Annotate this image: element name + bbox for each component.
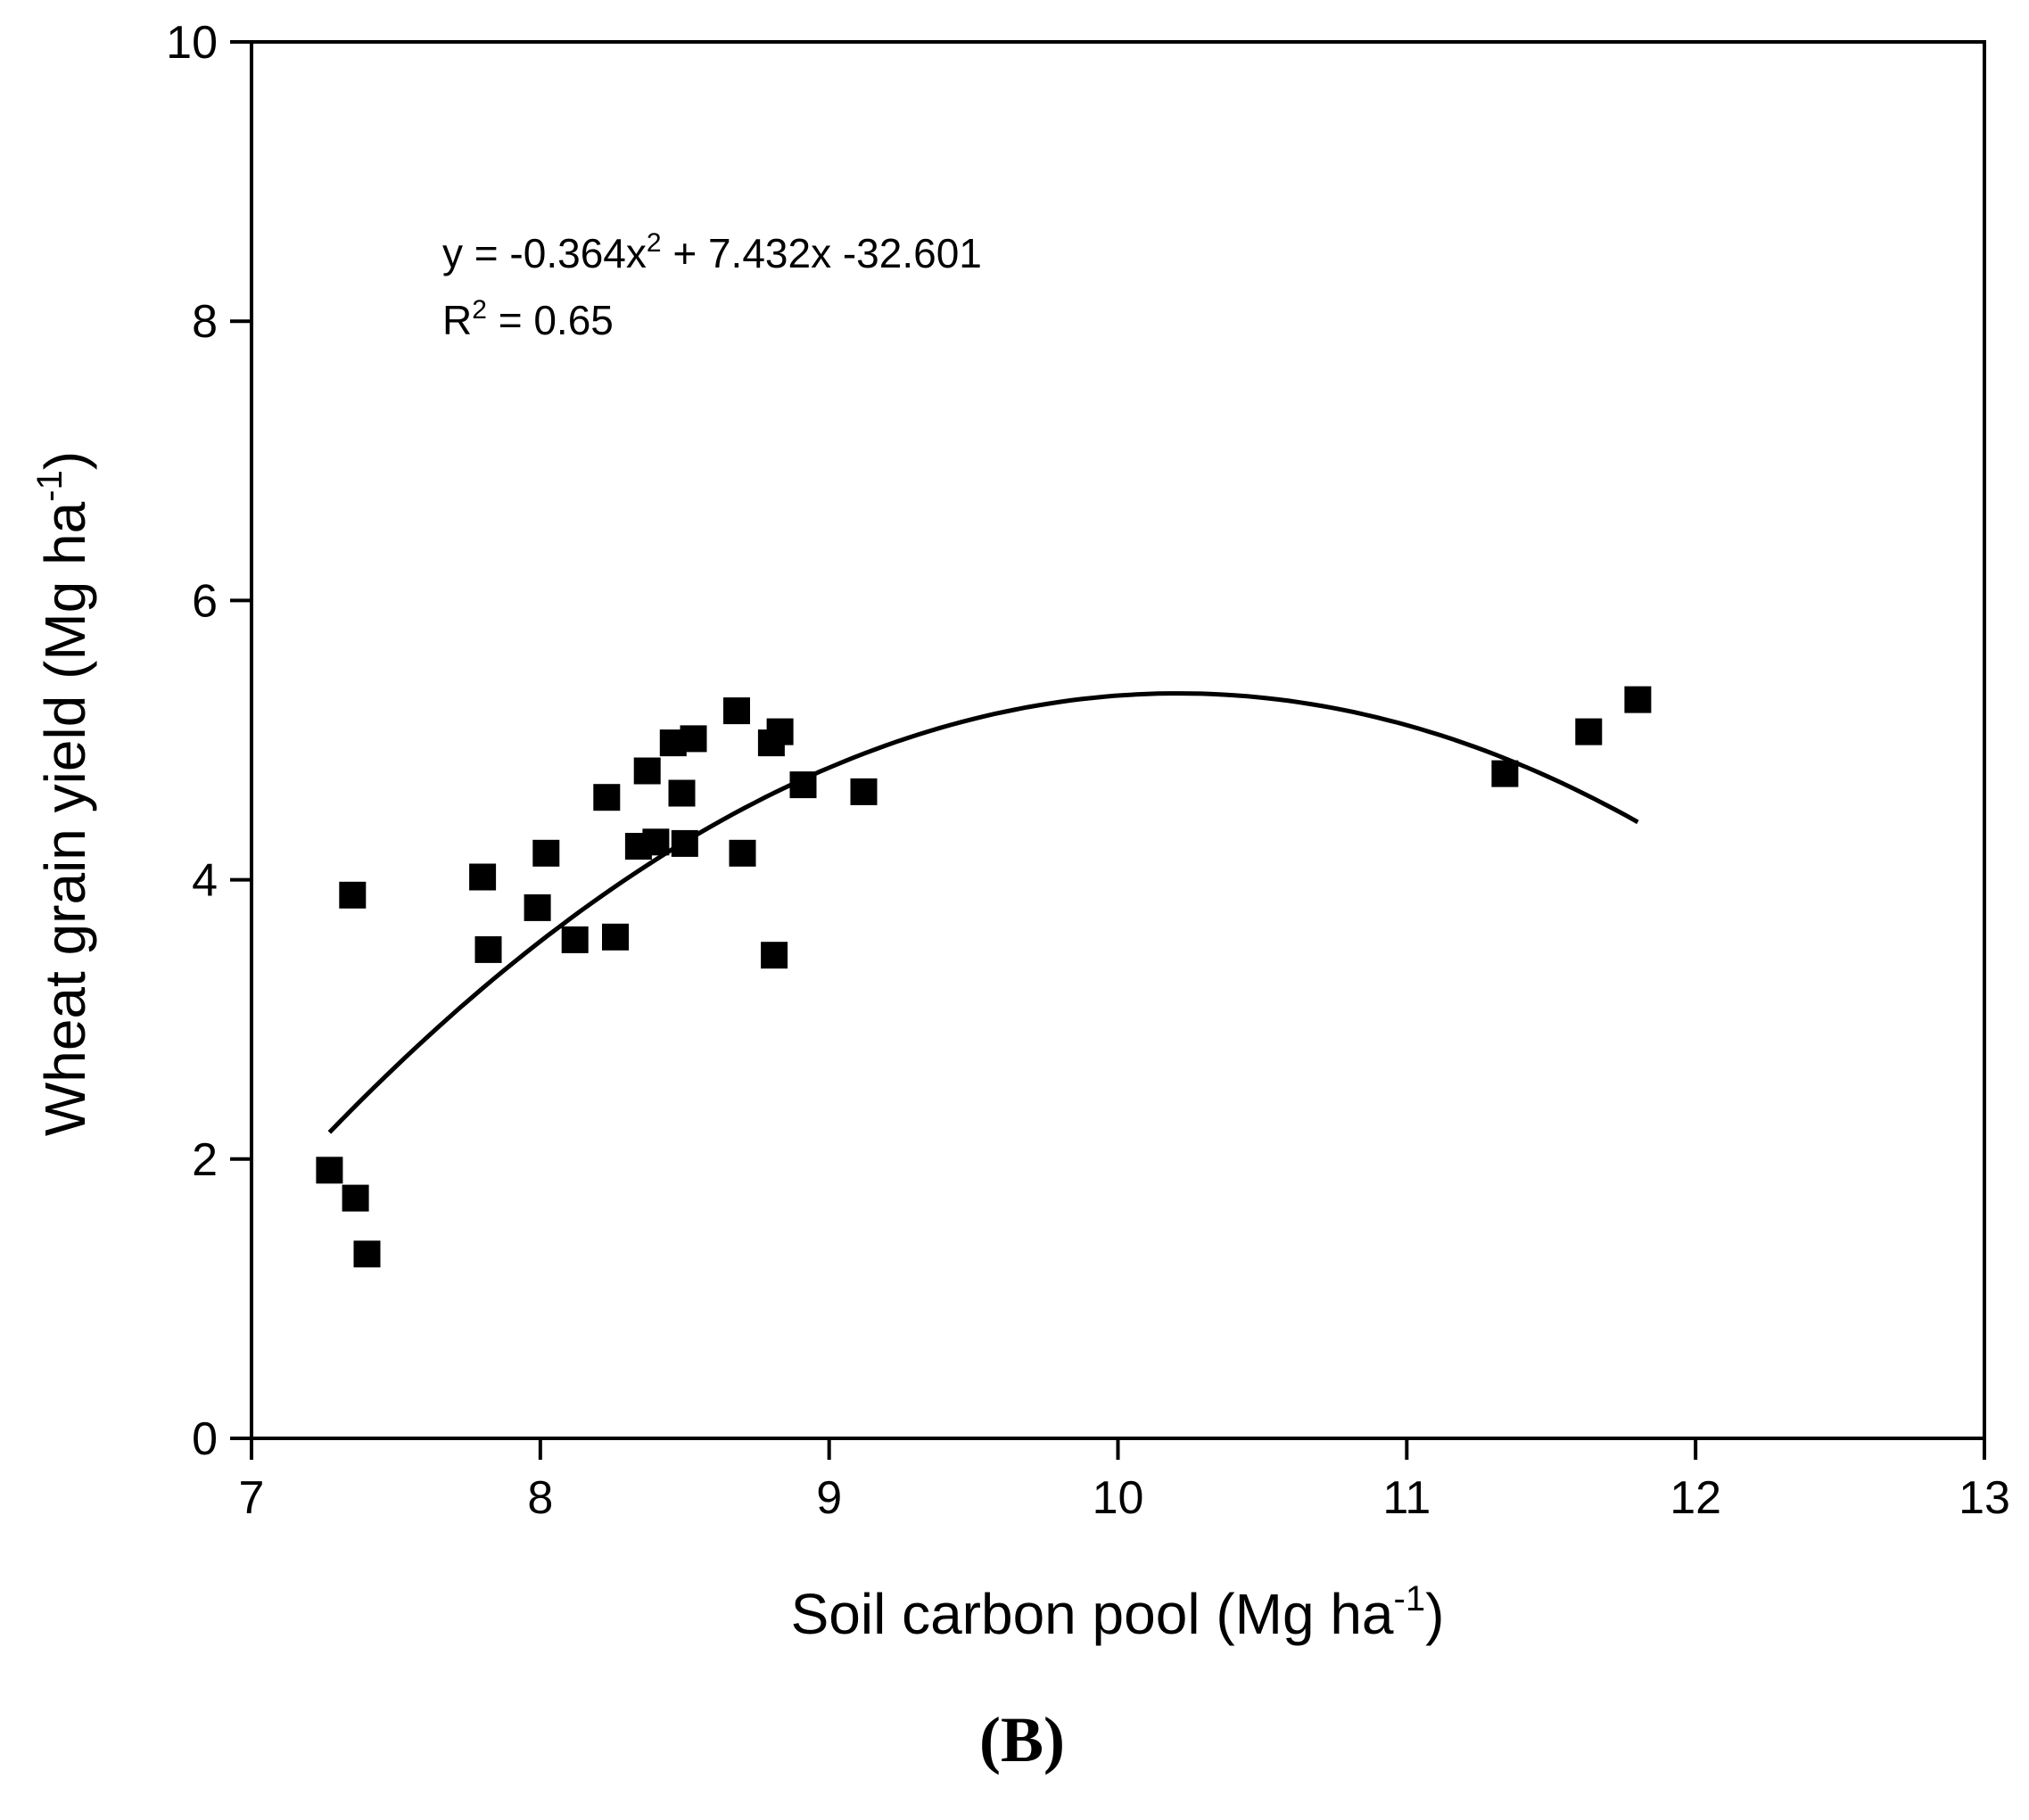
data-point: [723, 697, 750, 725]
data-point: [789, 771, 817, 799]
y-tick-label: 0: [192, 1413, 218, 1465]
data-points: [316, 686, 1652, 1268]
data-point: [342, 1184, 369, 1212]
panel-label: (B): [979, 1704, 1065, 1775]
data-point: [602, 923, 629, 951]
data-point: [680, 725, 707, 753]
data-point: [850, 778, 878, 805]
fit-equation: y = -0.364x2 + 7.432x -32.601: [442, 228, 982, 276]
data-point: [1624, 686, 1652, 713]
data-point: [474, 935, 502, 963]
x-axis-title: Soil carbon pool (Mg ha-1): [791, 1579, 1445, 1646]
data-point: [729, 839, 756, 867]
x-tick-label: 9: [816, 1472, 842, 1524]
y-tick-label: 2: [192, 1134, 218, 1186]
data-point: [524, 894, 551, 921]
y-axis-title: Wheat grain yield (Mg ha-1): [30, 451, 97, 1136]
data-point: [593, 784, 621, 811]
x-tick-label: 10: [1093, 1472, 1144, 1524]
y-axis-ticks: 0 2 4 6 8 10: [166, 17, 252, 1465]
x-axis-ticks: 7 8 9 10 11 12 13: [239, 1438, 2010, 1524]
y-tick-label: 8: [192, 296, 218, 348]
data-point: [766, 718, 794, 745]
data-point: [316, 1157, 343, 1184]
fit-curve: [327, 691, 1639, 1134]
data-point: [633, 757, 661, 785]
x-tick-label: 7: [239, 1472, 265, 1524]
data-point: [1491, 760, 1519, 787]
data-point: [561, 926, 589, 953]
data-point: [671, 829, 698, 857]
x-tick-label: 13: [1959, 1472, 2010, 1524]
data-point: [339, 881, 367, 909]
x-tick-label: 11: [1382, 1472, 1431, 1524]
data-point: [1575, 718, 1603, 745]
data-point: [353, 1240, 381, 1268]
data-point: [642, 828, 670, 856]
y-tick-label: 10: [166, 17, 218, 69]
x-tick-label: 8: [527, 1472, 553, 1524]
r-squared: R2 = 0.65: [442, 295, 614, 343]
plot-area: [250, 40, 1986, 1440]
data-point: [469, 863, 497, 891]
x-tick-label: 12: [1670, 1472, 1721, 1524]
y-tick-label: 6: [192, 575, 218, 627]
data-point: [532, 839, 560, 867]
data-point: [761, 942, 788, 969]
data-point: [668, 779, 696, 807]
y-tick-label: 4: [192, 855, 218, 907]
